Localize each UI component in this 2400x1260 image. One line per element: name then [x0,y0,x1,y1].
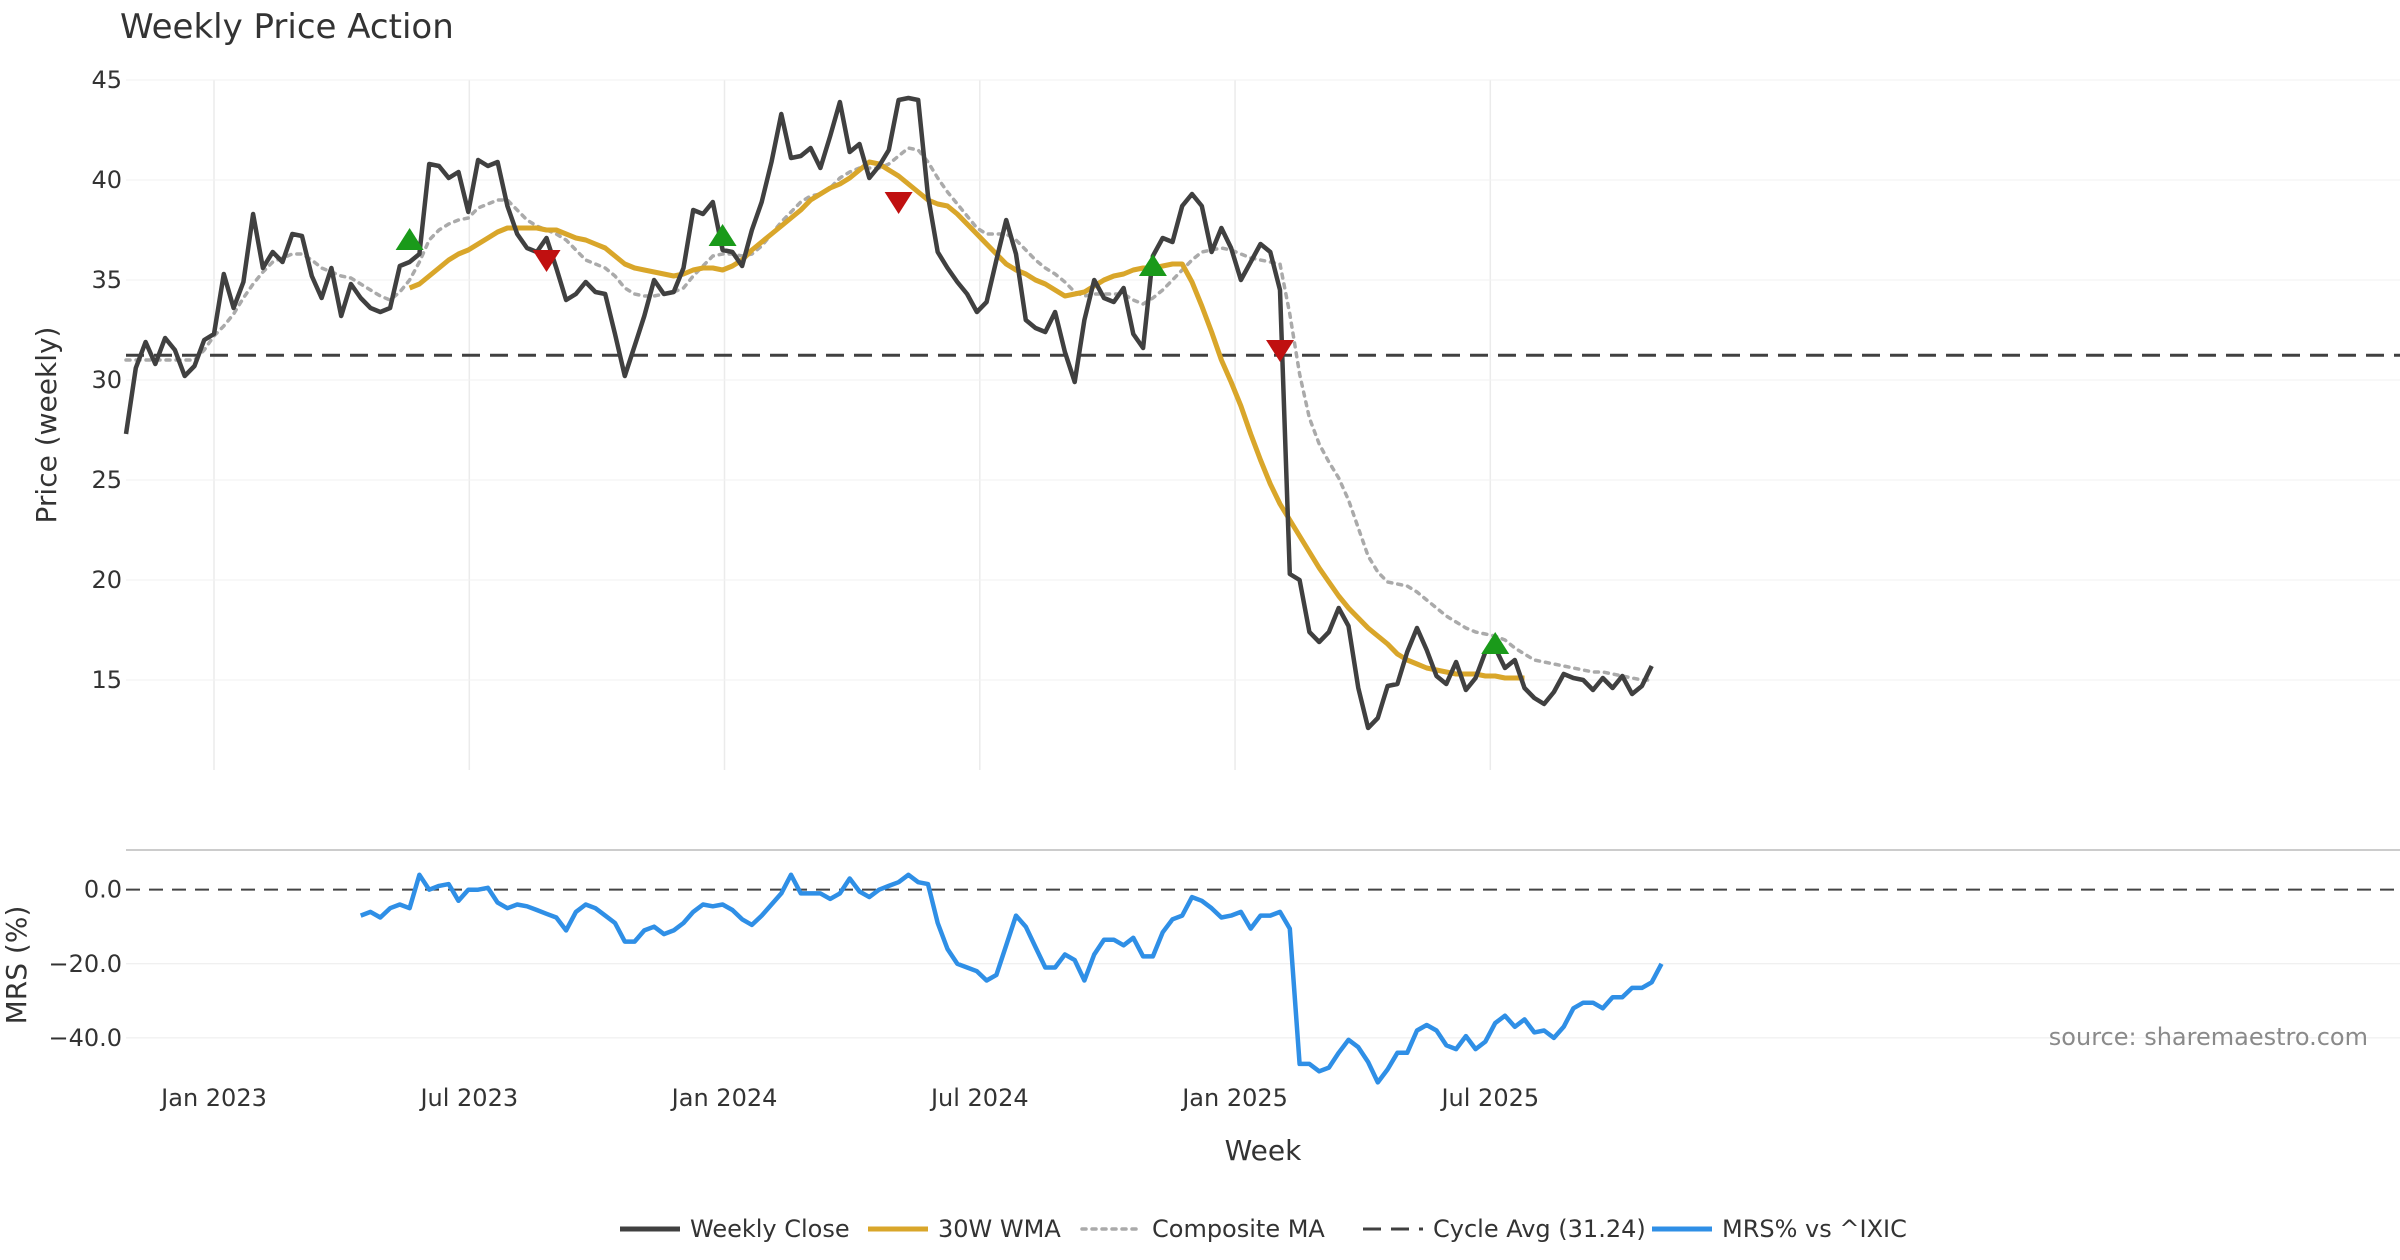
chart-title: Weekly Price Action [120,7,454,47]
x-tick-label: Jan 2025 [1180,1084,1288,1112]
legend-label: MRS% vs ^IXIC [1722,1215,1907,1243]
x-tick-label: Jul 2023 [418,1084,518,1112]
sell-signal-marker [884,192,913,214]
price-y-tick-label: 30 [91,366,122,394]
weekly-close-line [123,95,1654,731]
price-y-tick-label: 35 [91,266,122,294]
legend-label: 30W WMA [938,1215,1061,1243]
price-gridlines [126,79,2400,770]
buy-signal-marker [1481,632,1510,654]
price-y-ticks: 15 20 25 30 35 40 45 [91,66,122,694]
price-y-tick-label: 15 [91,666,122,694]
x-tick-label: Jul 2024 [929,1084,1029,1112]
buy-signal-marker [395,228,424,250]
source-label: source: sharemaestro.com [2049,1023,2368,1051]
x-tick-label: Jan 2023 [159,1084,267,1112]
buy-signal-marker [708,224,737,246]
price-y-tick-label: 25 [91,466,122,494]
composite-ma-line [124,146,1654,682]
mrs-gridlines [126,963,2400,1039]
legend-label: Composite MA [1152,1215,1325,1243]
legend: Weekly Close 30W WMA Composite MA Cycle Avg… [620,1215,1907,1243]
signal-markers [395,192,1510,654]
mrs-y-tick-label: −40.0 [48,1024,122,1052]
price-y-tick-label: 40 [91,166,122,194]
sell-signal-marker [532,250,561,272]
mrs-y-axis-label: MRS (%) [0,906,33,1025]
x-ticks: Jan 2023 Jul 2023 Jan 2024 Jul 2024 Jan 2025… [159,1084,1539,1112]
series-layer [123,95,2400,1085]
wma-30w-line [408,159,1525,681]
mrs-y-ticks: 0.0 −20.0 −40.0 [48,876,122,1052]
mrs-y-tick-label: −20.0 [48,950,122,978]
mrs-y-tick-label: 0.0 [84,876,122,904]
sell-signal-marker [1266,340,1295,362]
x-axis-label: Week [1225,1134,1302,1167]
mrs-line [359,872,1664,1085]
x-tick-label: Jan 2024 [670,1084,778,1112]
price-y-tick-label: 45 [91,66,122,94]
price-y-axis-label: Price (weekly) [30,327,63,524]
buy-signal-marker [1138,254,1167,276]
legend-label: Cycle Avg (31.24) [1433,1215,1646,1243]
price-y-tick-label: 20 [91,566,122,594]
legend-label: Weekly Close [690,1215,850,1243]
x-tick-label: Jul 2025 [1439,1084,1539,1112]
